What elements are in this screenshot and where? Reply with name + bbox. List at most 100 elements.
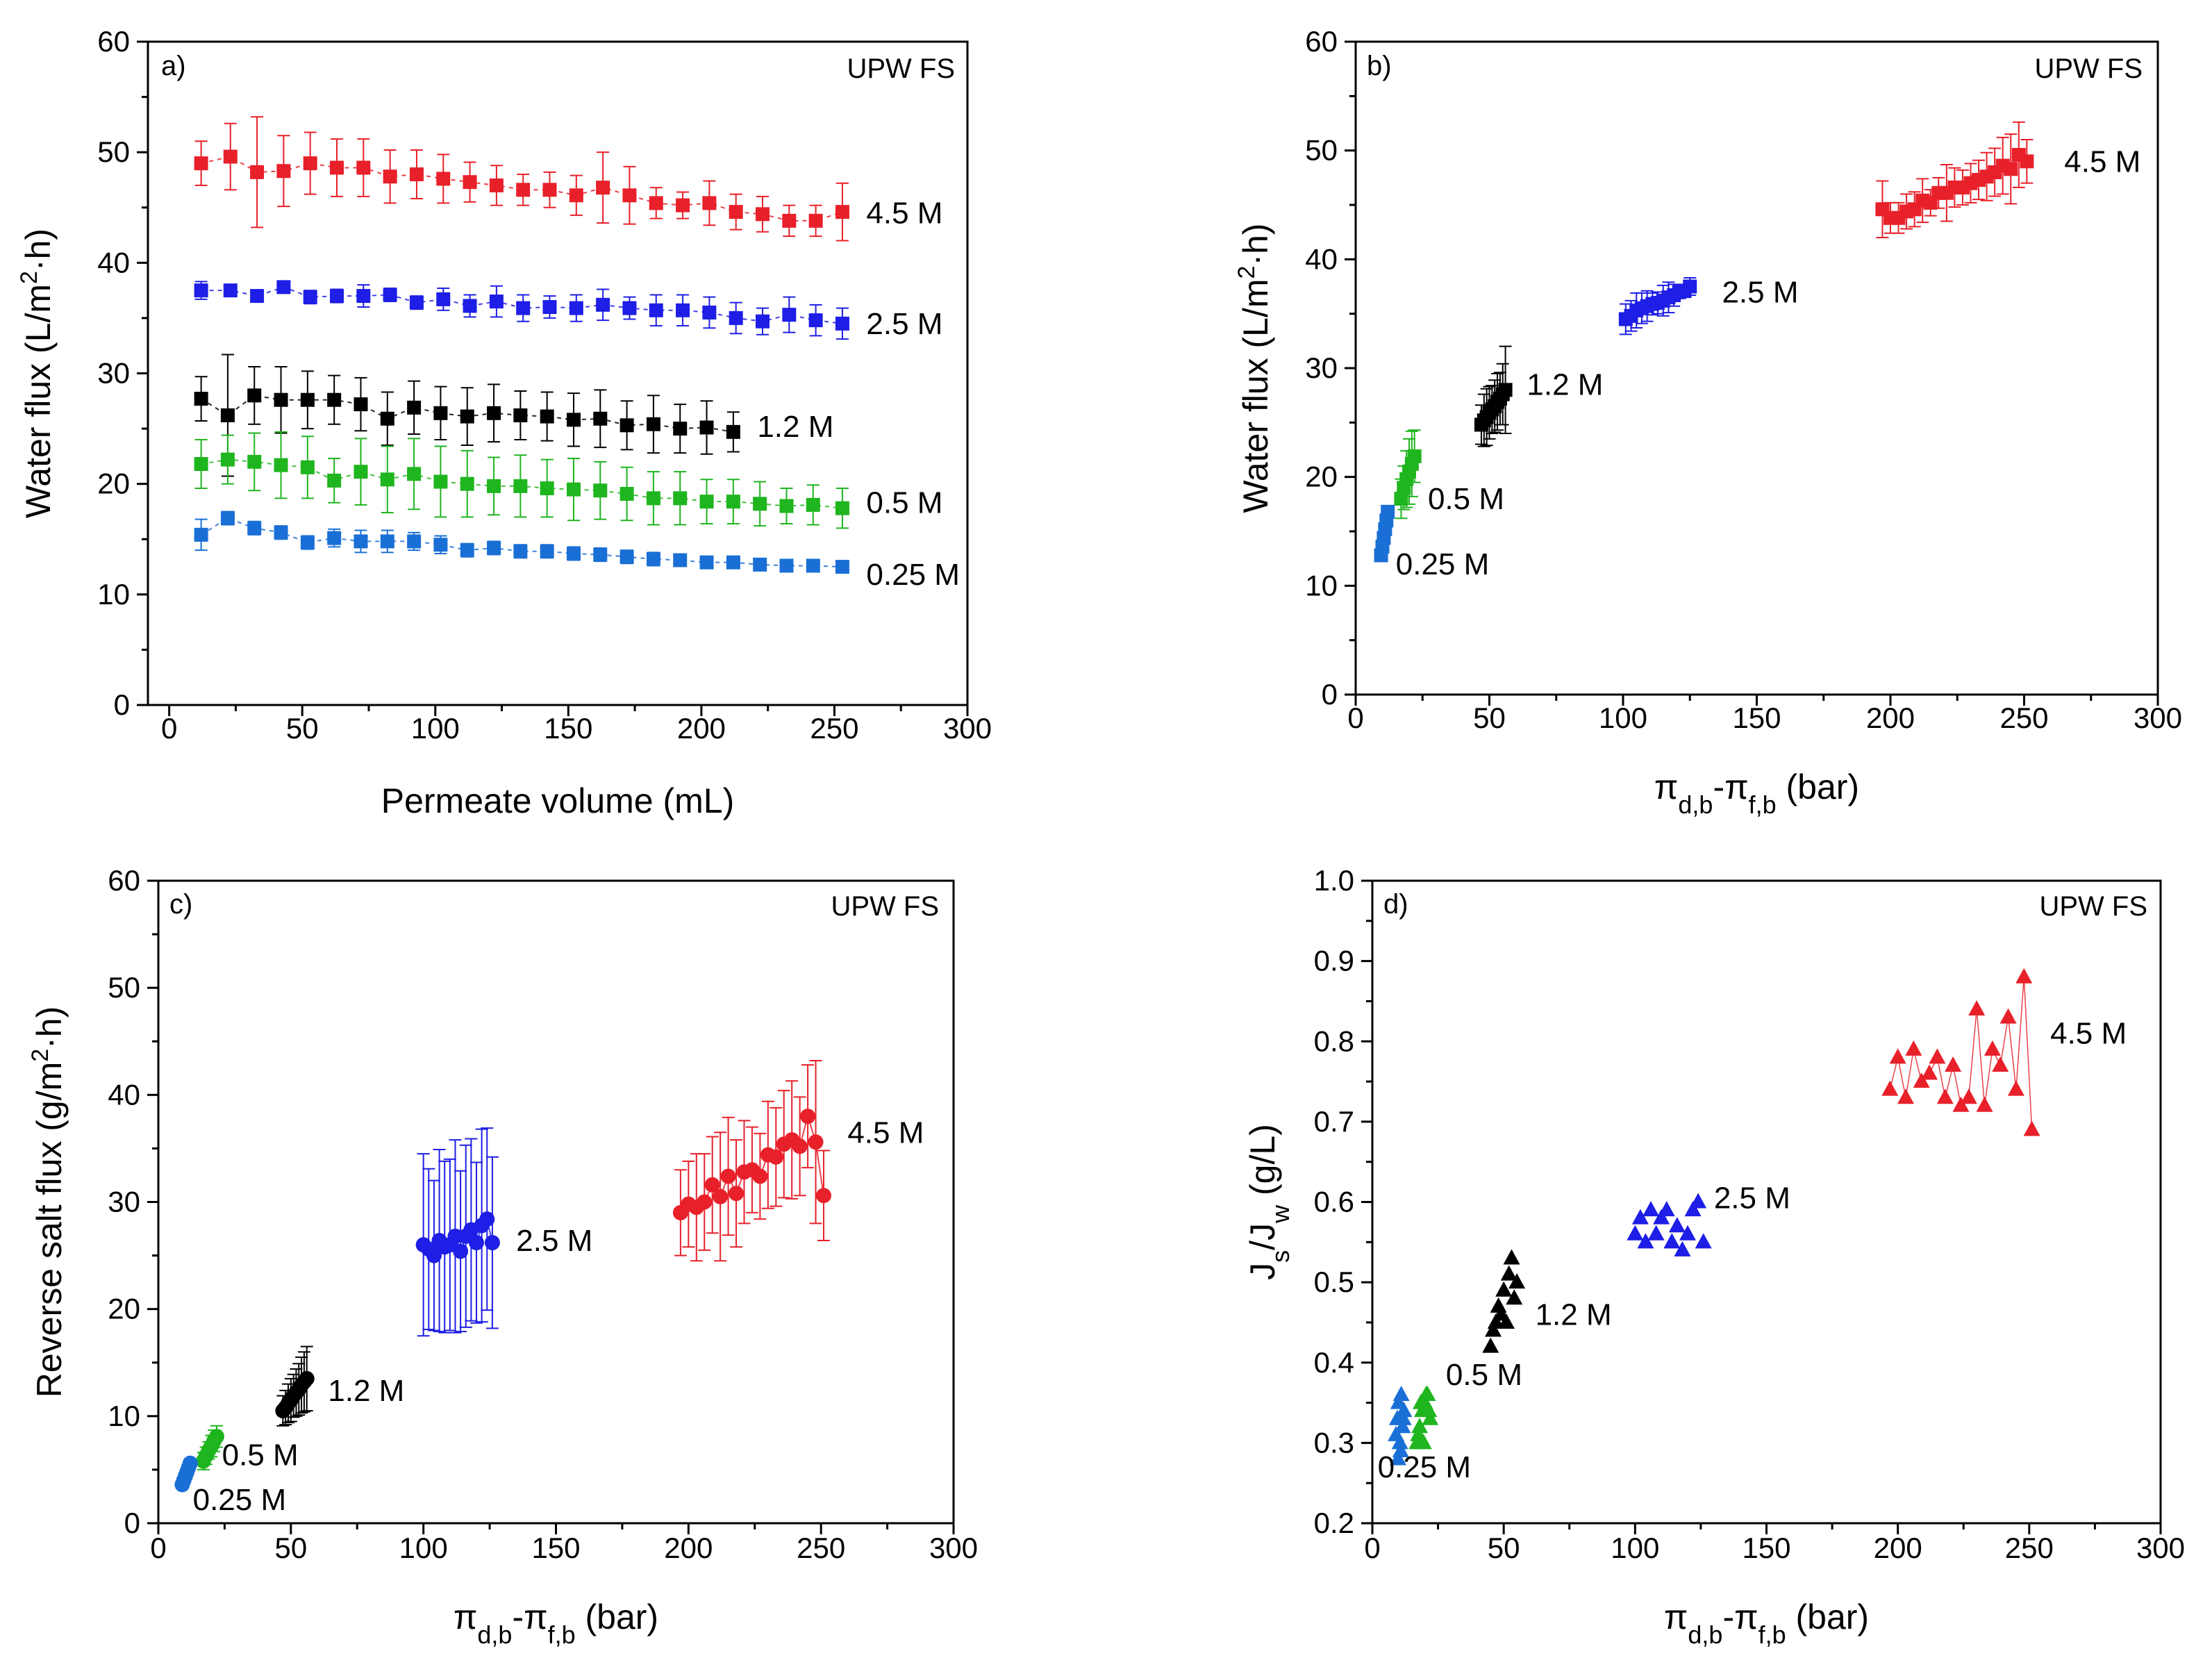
series-2-5-M: 2.5 M xyxy=(194,280,942,341)
x-tick-label: 300 xyxy=(943,712,992,745)
series-0-5-M: 0.5 M xyxy=(194,431,942,529)
data-point xyxy=(808,213,823,228)
series-label: 4.5 M xyxy=(2064,144,2140,179)
y-tick-label: 60 xyxy=(97,25,130,58)
data-point xyxy=(327,531,342,545)
data-point xyxy=(463,299,477,313)
data-point xyxy=(447,1228,463,1244)
data-point xyxy=(1415,1434,1432,1450)
data-point xyxy=(1653,1209,1670,1225)
x-axis-title: πd,b-πf,b (bar) xyxy=(1654,768,1859,819)
data-point xyxy=(1508,1273,1526,1289)
data-point xyxy=(808,1134,824,1150)
data-point xyxy=(593,483,608,498)
data-point xyxy=(516,301,531,315)
data-point xyxy=(713,1188,729,1204)
data-point xyxy=(619,418,634,433)
data-point xyxy=(2020,154,2034,169)
data-point xyxy=(569,188,583,203)
series-label: 1.2 M xyxy=(328,1374,404,1408)
panel-tag-upw-fs: UPW FS xyxy=(847,53,955,84)
data-point xyxy=(808,313,823,328)
y-axis-title: Js/Jw (g/L) xyxy=(1243,1124,1295,1280)
data-point xyxy=(1881,1080,1899,1096)
data-point xyxy=(2015,968,2033,984)
x-tick-label: 250 xyxy=(797,1532,845,1564)
series-4-5-M: 4.5 M xyxy=(194,116,942,242)
data-point xyxy=(1391,1434,1408,1450)
x-tick-label: 150 xyxy=(1742,1532,1790,1564)
data-point xyxy=(596,181,610,195)
data-point xyxy=(720,1168,736,1184)
data-point xyxy=(726,495,740,509)
data-point xyxy=(726,555,740,570)
series-label: 0.5 M xyxy=(1428,482,1504,516)
x-tick-label: 300 xyxy=(2134,702,2182,734)
y-tick-label: 10 xyxy=(108,1400,140,1432)
data-point xyxy=(223,149,238,164)
data-point xyxy=(542,300,557,314)
data-point xyxy=(835,560,849,574)
data-point xyxy=(542,183,557,197)
data-point xyxy=(702,305,717,320)
data-point xyxy=(460,543,474,558)
data-point xyxy=(489,178,504,192)
data-point xyxy=(327,473,342,488)
data-point xyxy=(1485,1321,1502,1337)
data-point xyxy=(596,297,610,312)
data-point xyxy=(1498,383,1513,397)
data-point xyxy=(453,1243,469,1259)
data-point xyxy=(194,527,208,542)
x-tick-label: 100 xyxy=(411,712,460,745)
data-point xyxy=(753,497,767,511)
data-point xyxy=(1487,1313,1504,1329)
data-point xyxy=(569,301,583,315)
data-point xyxy=(1952,1096,1970,1112)
data-point xyxy=(354,534,368,549)
series-label: 4.5 M xyxy=(866,197,942,231)
data-point xyxy=(194,457,208,472)
series-4-5-M: 4.5 M xyxy=(1875,121,2140,238)
data-point xyxy=(1683,279,1697,294)
data-point xyxy=(622,301,637,315)
data-point xyxy=(1695,1233,1712,1249)
data-point xyxy=(779,499,794,513)
data-point xyxy=(792,1138,808,1154)
data-point xyxy=(1422,1409,1439,1425)
data-point xyxy=(247,388,262,403)
data-point xyxy=(220,408,235,422)
data-point xyxy=(247,454,262,469)
data-point xyxy=(540,409,554,424)
panel-c: 0 50 100 150 200 250 300 0 10 20 30 40 50 60 c) UPW FS π… xyxy=(27,864,978,1649)
y-tick-label: 40 xyxy=(108,1078,140,1111)
x-axis-title: πd,b-πf,b (bar) xyxy=(454,1598,658,1649)
plot-frame xyxy=(157,879,955,1525)
data-point xyxy=(460,476,474,491)
y-tick-label: 1.0 xyxy=(1314,864,1354,897)
data-point xyxy=(1497,1313,1515,1329)
data-point xyxy=(697,1194,713,1210)
y-tick-label: 60 xyxy=(1305,25,1338,58)
x-tick-label: 50 xyxy=(274,1532,307,1564)
data-point xyxy=(835,316,849,331)
data-point xyxy=(1668,1217,1686,1233)
data-point xyxy=(460,409,474,424)
data-point xyxy=(2023,1120,2040,1136)
data-point xyxy=(407,400,422,415)
x-tick-label: 0 xyxy=(1364,1532,1380,1564)
data-point xyxy=(1968,1000,1986,1015)
data-point xyxy=(540,544,554,558)
y-axis-title: Water flux (L/m2·h) xyxy=(16,229,58,518)
data-point xyxy=(540,481,554,496)
data-point xyxy=(619,486,634,501)
series-label: 0.5 M xyxy=(866,486,942,520)
x-tick-label: 100 xyxy=(1611,1532,1659,1564)
data-point xyxy=(1643,1201,1660,1217)
x-tick-label: 0 xyxy=(150,1532,166,1564)
data-point xyxy=(276,164,291,179)
data-point xyxy=(815,1188,831,1204)
panel-tag-upw-fs: UPW FS xyxy=(831,891,939,922)
data-point xyxy=(593,411,608,426)
panel-label: c) xyxy=(169,889,192,920)
data-point xyxy=(487,479,501,493)
